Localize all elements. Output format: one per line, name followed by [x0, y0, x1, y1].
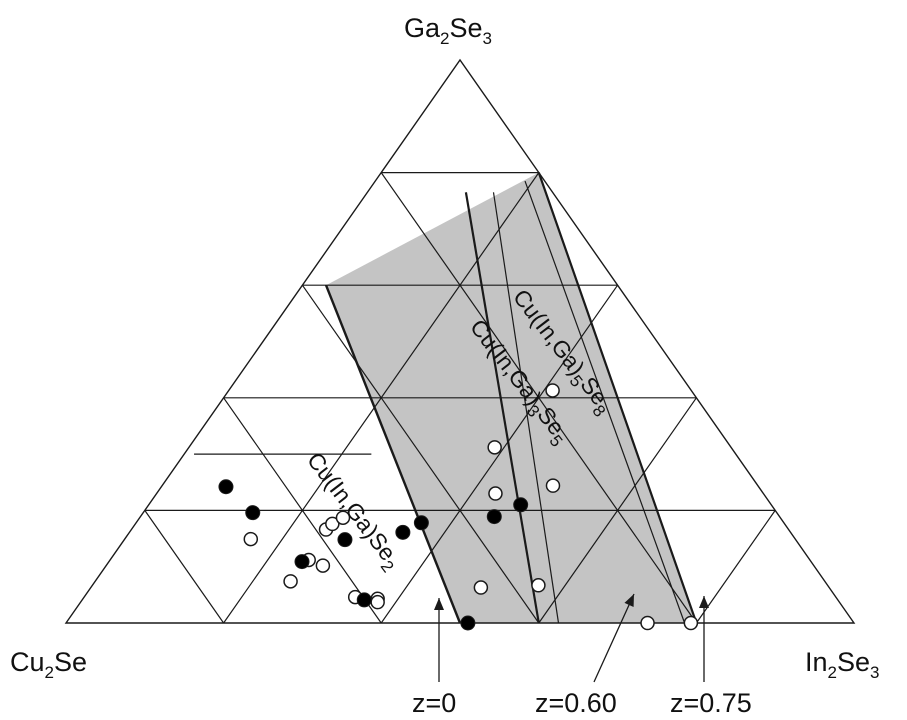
filled-marker — [460, 615, 476, 631]
grid-line-cu — [144, 510, 225, 624]
open-marker — [335, 510, 351, 525]
grid-line-cu — [223, 397, 382, 624]
phase-line-158 — [537, 172, 698, 624]
grid-line-in — [380, 284, 619, 624]
phase-line-135-inner — [492, 192, 560, 624]
open-marker — [370, 594, 385, 610]
data-markers — [218, 383, 699, 631]
vertex-label-top: Ga2Se3 — [404, 13, 492, 48]
open-marker — [531, 578, 546, 593]
arrow-z060-shaft — [593, 593, 635, 683]
open-marker — [545, 478, 561, 493]
open-marker — [640, 615, 655, 631]
grid-line-in — [538, 397, 697, 624]
filled-marker — [294, 554, 310, 570]
z-label-0-75: z=0.75 — [670, 688, 752, 718]
arrow-z0-head — [434, 598, 444, 610]
filled-marker — [413, 515, 429, 531]
filled-marker — [337, 532, 353, 548]
filled-marker — [245, 505, 261, 521]
arrow-z075-head — [699, 596, 709, 608]
open-marker — [315, 558, 331, 573]
open-marker — [487, 440, 502, 455]
phase-line-158-inner — [524, 180, 686, 624]
filled-marker — [356, 592, 372, 608]
open-marker — [325, 516, 340, 532]
z-label-0-60: z=0.60 — [535, 688, 617, 718]
filled-marker — [513, 497, 529, 513]
arrow-z060-head — [624, 594, 634, 607]
phase-line-z0 — [324, 284, 462, 624]
filled-marker — [486, 509, 502, 525]
vertex-label-right: In2Se3 — [805, 647, 880, 682]
vertex-label-left: Cu2Se — [10, 647, 87, 682]
open-marker — [545, 383, 560, 398]
filled-marker — [395, 524, 411, 540]
grid-line-cu — [301, 284, 540, 624]
open-marker — [283, 574, 298, 589]
grid-line-in — [695, 510, 776, 624]
phase-lines — [194, 172, 698, 624]
open-marker — [683, 615, 699, 631]
filled-marker — [218, 479, 234, 495]
phase-line-135 — [464, 192, 540, 624]
z-arrows — [434, 593, 709, 683]
z-label-0: z=0 — [412, 688, 456, 718]
ternary-grid — [64, 58, 856, 624]
open-marker — [243, 531, 259, 547]
open-marker — [488, 486, 503, 501]
open-marker — [473, 580, 489, 595]
